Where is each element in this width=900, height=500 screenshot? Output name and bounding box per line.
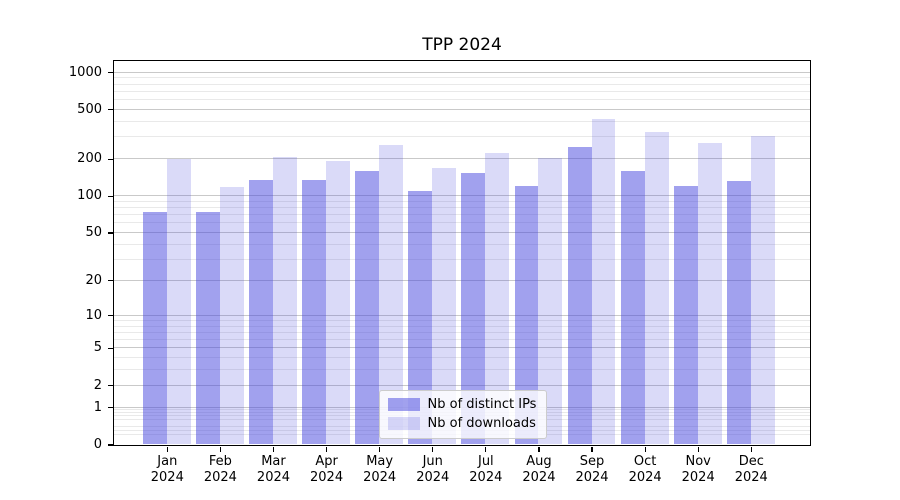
y-tick-label: 500: [77, 101, 102, 117]
x-tick-label: Sep 2024: [575, 454, 609, 485]
x-tick-label: Jan 2024: [150, 454, 184, 485]
bar-distinct-ips: [514, 185, 539, 445]
x-tick-mark: [697, 446, 699, 452]
bar-distinct-ips: [142, 211, 167, 445]
y-tick-mark: [107, 232, 113, 234]
y-tick-mark: [107, 280, 113, 282]
bar-downloads: [272, 156, 297, 445]
x-tick-label: Dec 2024: [734, 454, 768, 485]
x-tick-label: Oct 2024: [628, 454, 662, 485]
x-tick-mark: [272, 446, 275, 452]
y-tick-label: 1: [93, 399, 102, 415]
legend-label-downloads: Nb of downloads: [427, 415, 536, 431]
bar-downloads: [219, 187, 244, 445]
bar-distinct-ips: [726, 180, 751, 445]
y-tick-label: 5: [93, 340, 102, 356]
gridline-minor: [113, 77, 810, 79]
y-tick-label: 200: [77, 151, 102, 167]
x-tick-mark: [219, 446, 221, 452]
y-tick-label: 20: [85, 272, 102, 288]
bar-downloads: [591, 119, 616, 445]
bar-downloads: [326, 160, 350, 445]
x-tick-label: Aug 2024: [522, 454, 556, 485]
gridline-minor: [113, 83, 810, 85]
x-tick-mark: [591, 446, 593, 452]
bar-distinct-ips: [195, 211, 220, 445]
bar-distinct-ips: [461, 173, 486, 445]
x-tick-label: Feb 2024: [203, 454, 237, 485]
y-tick-mark: [107, 347, 113, 349]
x-tick-label: Apr 2024: [310, 454, 344, 485]
x-tick-label: Jun 2024: [416, 454, 450, 485]
y-tick-mark: [107, 109, 113, 111]
bar-downloads: [432, 167, 457, 445]
gridline-minor: [113, 90, 810, 92]
bar-distinct-ips: [302, 180, 327, 445]
legend: Nb of distinct IPs Nb of downloads: [378, 389, 548, 439]
y-tick-mark: [107, 444, 113, 446]
chart-title: TPP 2024: [422, 35, 502, 55]
legend-swatch-downloads-icon: [387, 416, 420, 430]
x-tick-mark: [538, 446, 540, 452]
y-tick-mark: [107, 71, 113, 74]
y-tick-label: 10: [85, 307, 102, 323]
y-tick-label: 2: [93, 377, 102, 393]
bar-downloads: [379, 144, 404, 445]
x-tick-label: Mar 2024: [256, 454, 291, 485]
bar-downloads: [538, 158, 563, 445]
legend-label-distinct-ips: Nb of distinct IPs: [427, 396, 537, 412]
x-tick-mark: [325, 446, 328, 452]
x-tick-label: Jul 2024: [469, 454, 503, 485]
gridline-major: [113, 71, 810, 73]
legend-item-distinct-ips: Nb of distinct IPs: [387, 396, 537, 412]
bar-distinct-ips: [673, 185, 698, 445]
y-tick-mark: [107, 158, 113, 160]
bar-distinct-ips: [355, 171, 380, 445]
gridline-major: [113, 158, 810, 160]
plot-area: Nb of distinct IPs Nb of downloads: [112, 59, 811, 446]
gridline-major: [113, 108, 810, 110]
gridline-minor: [113, 99, 810, 101]
y-tick-label: 1000: [68, 64, 102, 80]
gridline-minor: [113, 136, 810, 138]
legend-swatch-distinct-ips-icon: [387, 397, 420, 411]
x-tick-mark: [750, 446, 752, 452]
bar-downloads: [166, 159, 191, 445]
y-tick-label: 50: [85, 225, 102, 241]
y-tick-label: 100: [77, 188, 102, 204]
y-tick-mark: [107, 407, 113, 409]
legend-item-downloads: Nb of downloads: [387, 415, 537, 431]
bar-downloads: [697, 142, 722, 445]
x-tick-label: May 2024: [363, 454, 397, 485]
x-tick-label: Nov 2024: [681, 454, 715, 485]
bar-distinct-ips: [408, 191, 433, 445]
x-tick-mark: [432, 446, 434, 452]
x-tick-mark: [644, 446, 646, 452]
y-tick-label: 0: [93, 437, 102, 452]
bar-downloads: [485, 153, 510, 445]
x-tick-mark: [379, 446, 381, 452]
gridline-minor: [113, 120, 810, 122]
y-tick-mark: [107, 195, 113, 197]
x-tick-mark: [166, 446, 168, 452]
bar-distinct-ips: [249, 180, 273, 445]
y-tick-mark: [107, 315, 113, 317]
bar-distinct-ips: [567, 146, 592, 445]
y-tick-mark: [107, 385, 113, 387]
bar-distinct-ips: [620, 171, 645, 445]
x-tick-mark: [485, 446, 487, 452]
bar-downloads: [750, 136, 775, 445]
bar-downloads: [644, 131, 669, 445]
